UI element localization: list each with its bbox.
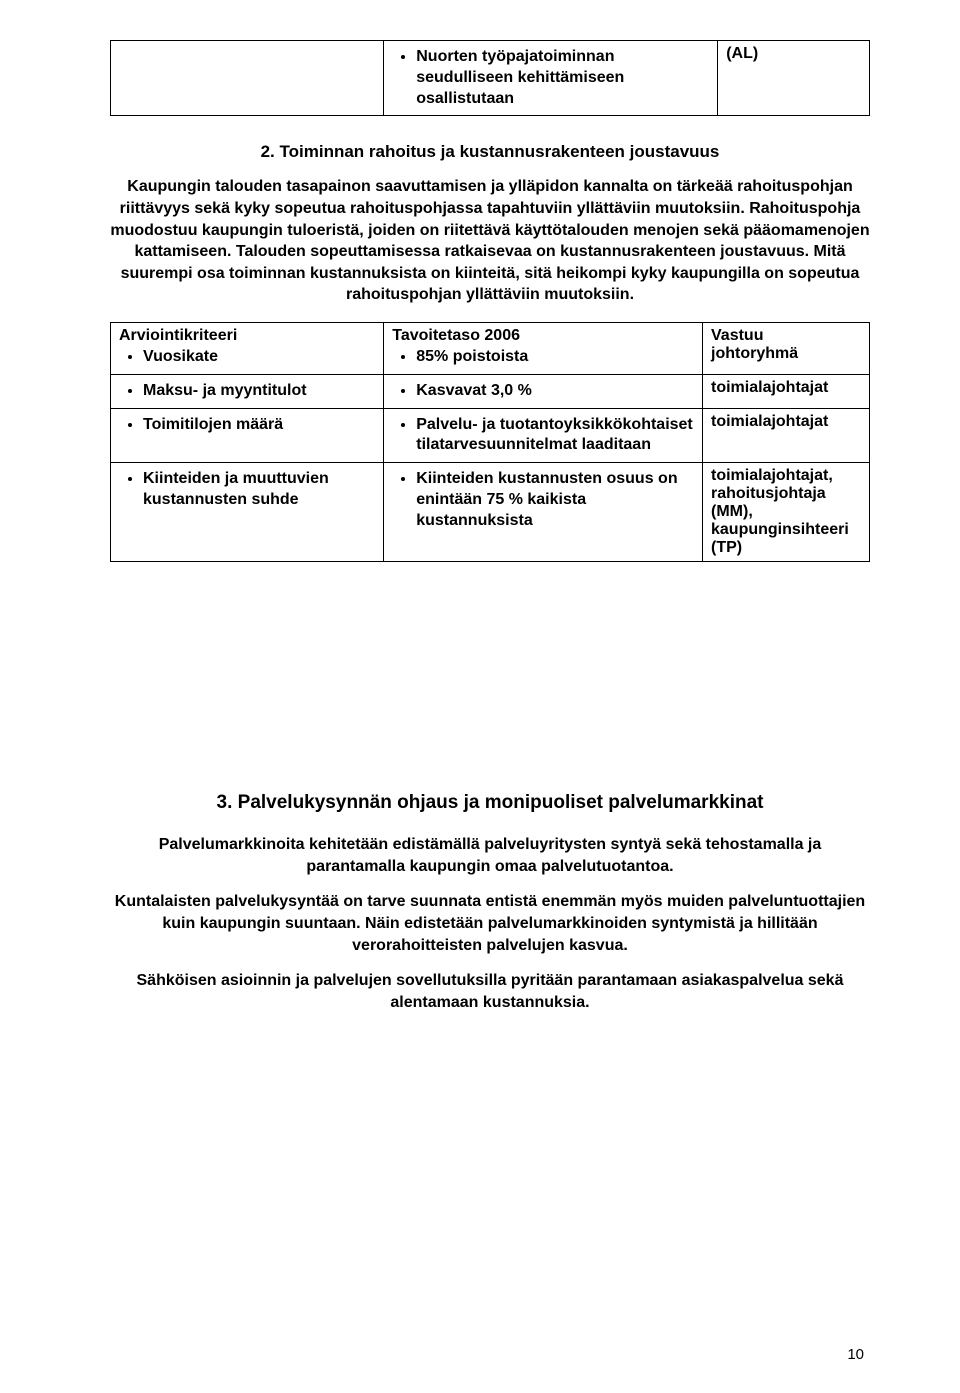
bullet-list: Palvelu- ja tuotantoyksikkökohtaiset til… (392, 415, 694, 457)
list-item: Kiinteiden kustannusten osuus on enintää… (416, 469, 694, 531)
bullet-list: Kiinteiden kustannusten osuus on enintää… (392, 469, 694, 531)
bullet-list: Kiinteiden ja muuttuvien kustannusten su… (119, 469, 375, 511)
criteria-table: Arviointikriteeri Vuosikate Tavoitetaso … (110, 322, 870, 562)
section-3-p3: Sähköisen asioinnin ja palvelujen sovell… (110, 970, 870, 1013)
cell: Toimitilojen määrä (111, 408, 384, 463)
section-3-heading: 3. Palvelukysynnän ohjaus ja monipuolise… (110, 792, 870, 814)
page-number: 10 (847, 1346, 864, 1363)
list-item: 85% poistoista (416, 347, 694, 368)
cell-value: toimialajohtajat (711, 379, 828, 396)
cell: Kiinteiden ja muuttuvien kustannusten su… (111, 463, 384, 562)
table-row: Maksu- ja myyntitulot Kasvavat 3,0 % toi… (111, 374, 870, 408)
table-row: Toimitilojen määrä Palvelu- ja tuotantoy… (111, 408, 870, 463)
list-item: Palvelu- ja tuotantoyksikkökohtaiset til… (416, 415, 694, 457)
bullet-list: Maksu- ja myyntitulot (119, 381, 375, 402)
list-item: Maksu- ja myyntitulot (143, 381, 375, 402)
criteria-header-c2: Tavoitetaso 2006 85% poistoista (384, 322, 703, 374)
cell-value: johtoryhmä (711, 345, 798, 362)
top-table-cell-empty (111, 41, 384, 116)
cell-value: toimialajohtajat (711, 413, 828, 430)
criteria-header-c1: Arviointikriteeri Vuosikate (111, 322, 384, 374)
section-3-p1: Palvelumarkkinoita kehitetään edistämäll… (110, 834, 870, 877)
cell: toimialajohtajat, rahoitusjohtaja (MM), … (703, 463, 870, 562)
list-item: Kasvavat 3,0 % (416, 381, 694, 402)
bullet-list: Vuosikate (119, 347, 375, 368)
cell: Kiinteiden kustannusten osuus on enintää… (384, 463, 703, 562)
document-page: Nuorten työpajatoiminnan seudulliseen ke… (0, 0, 960, 1393)
table-row: Nuorten työpajatoiminnan seudulliseen ke… (111, 41, 870, 116)
bullet-list: Toimitilojen määrä (119, 415, 375, 436)
header-label: Arviointikriteeri (119, 327, 237, 344)
bullet-list: 85% poistoista (392, 347, 694, 368)
cell: toimialajohtajat (703, 408, 870, 463)
header-label: Tavoitetaso 2006 (392, 327, 520, 344)
table-row: Arviointikriteeri Vuosikate Tavoitetaso … (111, 322, 870, 374)
list-item: Nuorten työpajatoiminnan seudulliseen ke… (416, 47, 709, 109)
code-label: (AL) (726, 45, 758, 62)
bullet-list: Nuorten työpajatoiminnan seudulliseen ke… (392, 47, 709, 109)
list-item: Kiinteiden ja muuttuvien kustannusten su… (143, 469, 375, 511)
section-2-heading: 2. Toiminnan rahoitus ja kustannusrakent… (110, 142, 870, 162)
top-table: Nuorten työpajatoiminnan seudulliseen ke… (110, 40, 870, 116)
list-item: Vuosikate (143, 347, 375, 368)
cell: Maksu- ja myyntitulot (111, 374, 384, 408)
bullet-list: Kasvavat 3,0 % (392, 381, 694, 402)
header-label: Vastuu (711, 327, 763, 344)
list-item: Toimitilojen määrä (143, 415, 375, 436)
top-table-cell-code: (AL) (718, 41, 870, 116)
cell: Kasvavat 3,0 % (384, 374, 703, 408)
criteria-header-c3: Vastuu johtoryhmä (703, 322, 870, 374)
table-row: Kiinteiden ja muuttuvien kustannusten su… (111, 463, 870, 562)
section-3-p2: Kuntalaisten palvelukysyntää on tarve su… (110, 891, 870, 956)
cell-value: toimialajohtajat, rahoitusjohtaja (MM), … (711, 467, 849, 556)
section-2-paragraph: Kaupungin talouden tasapainon saavuttami… (110, 176, 870, 306)
top-table-cell-list: Nuorten työpajatoiminnan seudulliseen ke… (384, 41, 718, 116)
cell: toimialajohtajat (703, 374, 870, 408)
cell: Palvelu- ja tuotantoyksikkökohtaiset til… (384, 408, 703, 463)
